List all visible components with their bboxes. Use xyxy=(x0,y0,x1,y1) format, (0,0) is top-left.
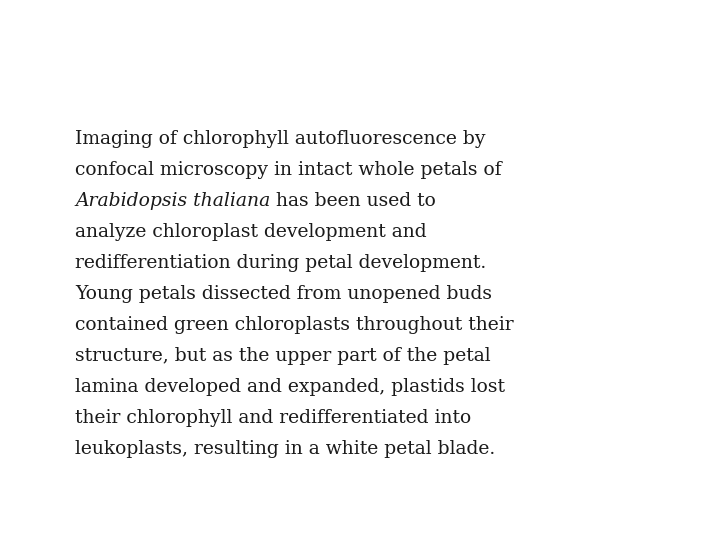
Text: lamina developed and expanded, plastids lost: lamina developed and expanded, plastids … xyxy=(75,378,505,396)
Text: redifferentiation during petal development.: redifferentiation during petal developme… xyxy=(75,254,486,272)
Text: Imaging of chlorophyll autofluorescence by: Imaging of chlorophyll autofluorescence … xyxy=(75,130,485,148)
Text: has been used to: has been used to xyxy=(270,192,436,210)
Text: analyze chloroplast development and: analyze chloroplast development and xyxy=(75,223,427,241)
Text: leukoplasts, resulting in a white petal blade.: leukoplasts, resulting in a white petal … xyxy=(75,440,495,458)
Text: Arabidopsis thaliana: Arabidopsis thaliana xyxy=(75,192,270,210)
Text: their chlorophyll and redifferentiated into: their chlorophyll and redifferentiated i… xyxy=(75,409,472,427)
Text: Young petals dissected from unopened buds: Young petals dissected from unopened bud… xyxy=(75,285,492,303)
Text: contained green chloroplasts throughout their: contained green chloroplasts throughout … xyxy=(75,316,513,334)
Text: structure, but as the upper part of the petal: structure, but as the upper part of the … xyxy=(75,347,490,365)
Text: confocal microscopy in intact whole petals of: confocal microscopy in intact whole peta… xyxy=(75,161,502,179)
